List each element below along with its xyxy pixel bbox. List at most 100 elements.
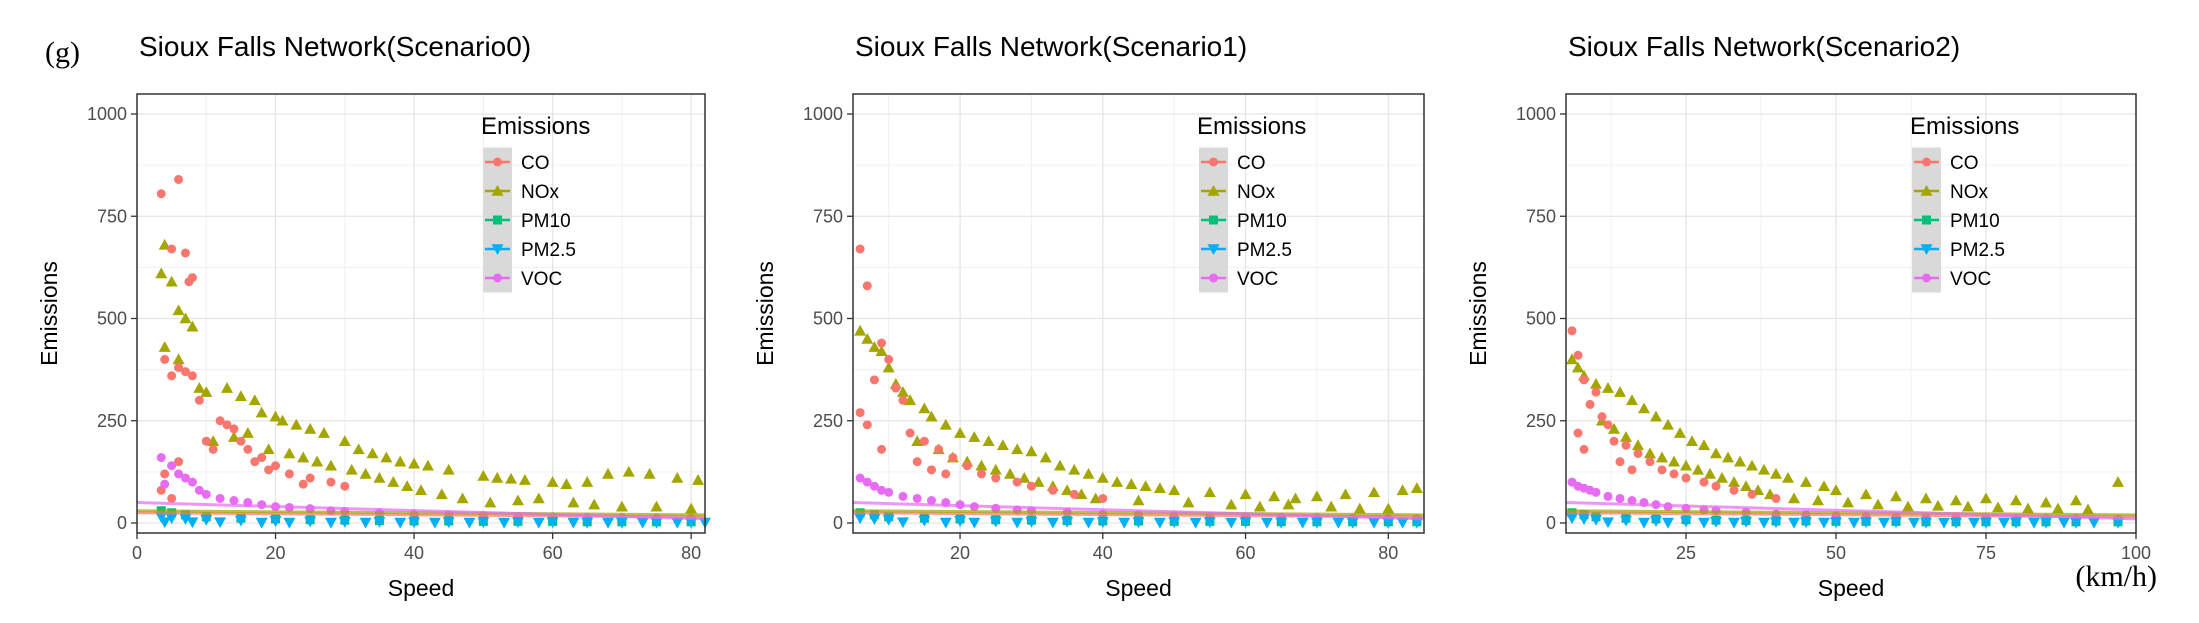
data-point-nox [304, 422, 317, 434]
data-point-pm25 [1908, 517, 1920, 529]
data-point-pm25 [1788, 517, 1800, 529]
data-point-co [927, 465, 937, 475]
x-axis-label: Speed [388, 575, 455, 601]
data-point-pm25 [1758, 517, 1770, 529]
data-point-nox [1182, 496, 1195, 508]
data-point-pm25 [1602, 517, 1614, 529]
plot-background [853, 94, 1424, 533]
data-point-nox [1132, 494, 1145, 506]
data-point-nox [1668, 455, 1680, 467]
data-point-pm25 [234, 515, 247, 527]
data-point-pm25 [1096, 517, 1109, 529]
data-point-co [340, 481, 350, 491]
data-point-nox [1268, 490, 1281, 502]
data-point-nox [408, 457, 421, 469]
data-point-pm25 [158, 517, 171, 529]
legend-key-co [493, 157, 502, 167]
data-point-nox [1638, 402, 1650, 414]
data-point-voc [1603, 491, 1613, 501]
data-point-pm25 [1698, 517, 1710, 529]
data-point-pm25 [498, 517, 511, 529]
data-point-pm25 [1260, 517, 1273, 529]
data-point-pm25 [854, 513, 867, 525]
legend-key-voc [1922, 273, 1931, 283]
y-tick-label: 500 [1526, 309, 1556, 329]
data-point-pm25 [2070, 517, 2082, 529]
data-point-co [167, 493, 177, 503]
legend-item-label: VOC [1950, 269, 1991, 290]
data-point-pm25 [1296, 517, 1309, 529]
data-point-pm25 [255, 517, 268, 529]
y-tick-label: 250 [1526, 411, 1556, 431]
data-point-co [1567, 326, 1577, 336]
data-point-co [976, 469, 986, 479]
data-point-nox [387, 476, 400, 487]
data-point-pm25 [1046, 517, 1059, 529]
data-point-nox [1590, 377, 1602, 389]
data-point-pm25 [1310, 517, 1323, 529]
data-point-nox [234, 390, 247, 402]
data-point-co [1579, 444, 1589, 454]
data-point-pm25 [1025, 516, 1038, 528]
data-point-co [1597, 412, 1607, 422]
data-point-nox [158, 341, 171, 352]
legend-item-label: PM2.5 [521, 240, 576, 261]
data-point-nox [1818, 480, 1830, 491]
data-point-co [174, 174, 184, 184]
data-point-pm25 [1368, 517, 1381, 529]
data-point-co [891, 383, 901, 393]
data-point-voc [160, 479, 170, 489]
data-point-pm25 [1239, 517, 1252, 529]
data-point-nox [546, 476, 559, 487]
data-point-pm25 [200, 514, 213, 526]
data-point-pm25 [939, 517, 952, 529]
data-point-nox [875, 345, 888, 357]
data-point-nox [179, 312, 192, 324]
data-point-pm25 [463, 517, 476, 529]
y-tick-label: 0 [117, 513, 127, 533]
data-point-nox [939, 418, 952, 430]
data-point-co [1012, 477, 1022, 487]
data-point-nox [2010, 494, 2022, 506]
data-point-voc [927, 496, 937, 506]
data-point-nox [456, 492, 469, 504]
data-point-pm25 [1920, 517, 1932, 529]
data-point-nox [1282, 498, 1295, 510]
data-point-pm25 [1968, 517, 1980, 529]
data-point-nox [1650, 410, 1662, 422]
data-point-co [869, 375, 879, 385]
unit-label: (km/h) [2075, 560, 2157, 593]
legend-key-voc [1209, 273, 1218, 283]
data-point-nox [318, 427, 331, 438]
data-point-co [877, 444, 887, 454]
trend-line-voc [852, 501, 1425, 521]
plot-border [852, 93, 1425, 534]
data-point-co [1699, 477, 1709, 487]
trend-line-voc [136, 501, 706, 521]
data-point-co [898, 395, 908, 405]
data-point-pm25 [685, 517, 698, 529]
data-point-pm25 [1578, 514, 1590, 525]
data-point-nox [1872, 498, 1884, 510]
data-point-co [1633, 448, 1643, 458]
data-point-pm25 [1818, 517, 1830, 529]
data-point-pm25 [1382, 517, 1395, 529]
data-point-nox [1068, 463, 1081, 475]
data-point-pm25 [1848, 517, 1860, 529]
data-point-pm25 [1860, 517, 1872, 529]
legend-key-pm25 [1207, 244, 1220, 255]
x-tick-label: 0 [132, 543, 142, 563]
data-point-pm25 [1980, 517, 1992, 529]
data-point-nox [1674, 427, 1686, 438]
data-point-nox [359, 467, 372, 479]
data-point-nox [1728, 476, 1740, 487]
data-point-pm25 [567, 517, 580, 529]
data-point-nox [868, 341, 881, 352]
x-tick-label: 75 [1976, 543, 1996, 563]
legend-key-pm25 [491, 244, 504, 255]
data-point-nox [968, 431, 981, 442]
data-point-nox [685, 502, 698, 514]
data-point-co [160, 354, 170, 364]
trend-line-nox [1565, 509, 2137, 517]
data-point-co [1615, 457, 1625, 467]
